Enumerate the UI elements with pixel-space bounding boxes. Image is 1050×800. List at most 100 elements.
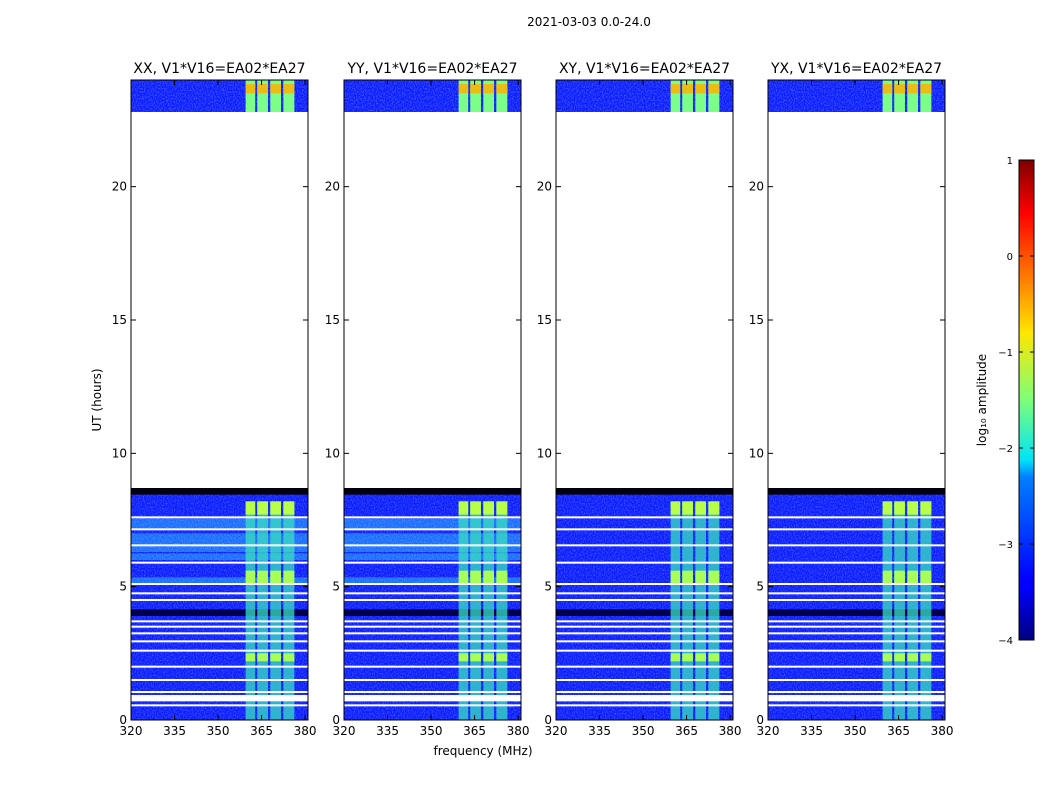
freq-band-bright bbox=[907, 570, 919, 584]
y-tick-label: 20 bbox=[749, 180, 764, 194]
noise-lower bbox=[131, 488, 308, 720]
freq-band-hot bbox=[670, 84, 681, 94]
freq-band-bright bbox=[670, 570, 681, 584]
x-tick-label: 350 bbox=[420, 724, 443, 738]
freq-band-bright bbox=[483, 570, 495, 584]
noise-upper bbox=[768, 80, 945, 112]
gap-line bbox=[131, 528, 308, 531]
freq-band-bright bbox=[270, 653, 282, 662]
gap-line bbox=[768, 640, 945, 643]
freq-band-bright bbox=[894, 501, 905, 515]
gap-line bbox=[131, 561, 308, 564]
freq-band-bright bbox=[920, 653, 932, 662]
gap-line bbox=[768, 691, 945, 693]
gap-line bbox=[556, 665, 733, 668]
freq-band-lower bbox=[920, 501, 932, 720]
noise-upper bbox=[131, 80, 308, 112]
freq-band-bright bbox=[882, 570, 893, 584]
freq-band-upper bbox=[483, 80, 495, 112]
gap-line bbox=[344, 625, 521, 628]
freq-band-bright bbox=[245, 501, 256, 515]
panel-frame bbox=[555, 79, 734, 721]
dark-stripe bbox=[131, 488, 308, 495]
freq-band-upper bbox=[245, 80, 256, 112]
freq-band-lower bbox=[682, 501, 693, 720]
y-tick-label: 20 bbox=[325, 180, 340, 194]
gap-line bbox=[556, 544, 733, 547]
gap-line bbox=[556, 620, 733, 623]
gap-line bbox=[768, 561, 945, 564]
colorbar: 1 0 −1 −2 −3 −4 log₁₀ amplitude bbox=[975, 156, 1035, 647]
freq-band-hot bbox=[483, 84, 495, 94]
panel-frame bbox=[130, 79, 309, 721]
noise-upper bbox=[556, 80, 733, 112]
gap-line bbox=[344, 516, 521, 519]
freq-band-bright bbox=[708, 570, 720, 584]
freq-band-bright bbox=[695, 501, 707, 515]
gap-line bbox=[131, 640, 308, 643]
freq-band-bright bbox=[470, 501, 481, 515]
freq-band-bright bbox=[483, 501, 495, 515]
gap-line bbox=[344, 544, 521, 547]
gap-line bbox=[768, 592, 945, 595]
y-tick-label: 10 bbox=[325, 446, 340, 460]
freq-band-bright bbox=[670, 501, 681, 515]
freq-band-hot bbox=[682, 84, 693, 94]
y-tick-label: 20 bbox=[112, 180, 127, 194]
freq-band-upper bbox=[708, 80, 720, 112]
gap-band bbox=[344, 696, 521, 702]
freq-band-lower bbox=[708, 501, 720, 720]
gap-line bbox=[131, 620, 308, 623]
gap-line bbox=[556, 625, 733, 628]
freq-band-upper bbox=[257, 80, 268, 112]
x-tick-label: 380 bbox=[931, 724, 954, 738]
freq-band-bright bbox=[882, 653, 893, 662]
freq-band-lower bbox=[458, 501, 469, 720]
colorbar-tick-label: −2 bbox=[998, 444, 1013, 455]
gap-line bbox=[768, 679, 945, 681]
freq-band-hot bbox=[496, 84, 508, 94]
y-tick-label: 15 bbox=[112, 313, 127, 327]
freq-band-bright bbox=[907, 501, 919, 515]
freq-band-upper bbox=[907, 80, 919, 112]
freq-band-lower bbox=[496, 501, 508, 720]
x-tick-label: 380 bbox=[719, 724, 742, 738]
gap-line bbox=[768, 583, 945, 585]
y-tick-label: 15 bbox=[537, 313, 552, 327]
freq-band-bright bbox=[245, 653, 256, 662]
y-tick-label: 5 bbox=[544, 580, 552, 594]
freq-band-upper bbox=[894, 80, 905, 112]
gap-line bbox=[344, 649, 521, 652]
freq-band-bright bbox=[920, 501, 932, 515]
noise-lower bbox=[768, 488, 945, 720]
y-tick-label: 0 bbox=[544, 713, 552, 727]
freq-band-hot bbox=[270, 84, 282, 94]
gap-line bbox=[344, 583, 521, 585]
freq-band-bright bbox=[257, 570, 268, 584]
y-tick-label: 20 bbox=[537, 180, 552, 194]
freq-band-bright bbox=[458, 653, 469, 662]
dark-stripe bbox=[768, 488, 945, 495]
gap-line bbox=[131, 665, 308, 668]
panel-frame bbox=[343, 79, 522, 721]
freq-band-bright bbox=[708, 501, 720, 515]
freq-band-bright bbox=[470, 653, 481, 662]
freq-band-upper bbox=[920, 80, 932, 112]
x-tick-label: 350 bbox=[632, 724, 655, 738]
freq-band-bright bbox=[894, 570, 905, 584]
gap-line bbox=[556, 649, 733, 652]
x-tick-label: 365 bbox=[887, 724, 910, 738]
dark-stripe bbox=[344, 609, 521, 616]
colorbar-label: log₁₀ amplitude bbox=[975, 354, 989, 446]
x-tick-label: 365 bbox=[250, 724, 273, 738]
gap-band bbox=[768, 696, 945, 702]
y-tick-label: 10 bbox=[749, 446, 764, 460]
freq-band-upper bbox=[470, 80, 481, 112]
x-tick-label: 335 bbox=[376, 724, 399, 738]
gap-line bbox=[556, 528, 733, 531]
y-tick-label: 0 bbox=[756, 713, 764, 727]
x-tick-label: 320 bbox=[545, 724, 568, 738]
freq-band-lower bbox=[894, 501, 905, 720]
freq-band-bright bbox=[682, 501, 693, 515]
panel-title: YX, V1*V16=EA02*EA27 bbox=[770, 61, 942, 77]
